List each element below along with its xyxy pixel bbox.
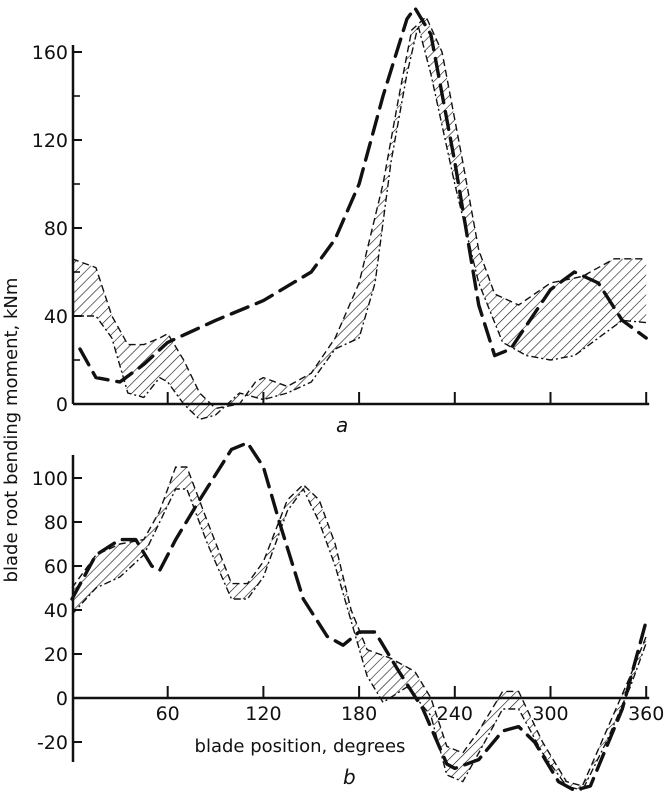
y-tick-label: 20: [44, 644, 68, 666]
y-tick-label: 80: [44, 218, 68, 240]
panel-label-a: a: [336, 413, 348, 437]
y-tick-label: 40: [44, 306, 68, 328]
y-tick-label: 40: [44, 600, 68, 622]
x-axis-label: blade position, degrees: [195, 736, 406, 757]
x-tick-label: 360: [628, 703, 664, 725]
y-axis-label: blade root bending moment, kNm: [1, 278, 22, 583]
y-tick-label: 100: [32, 468, 68, 490]
band-lower-line-b: [71, 488, 647, 792]
x-tick-label: 240: [437, 703, 473, 725]
x-tick-label: 60: [156, 703, 180, 725]
y-tick-label: 80: [44, 512, 68, 534]
y-tick-label: 0: [56, 688, 68, 710]
x-tick-label: 120: [245, 703, 281, 725]
band-upper-line-b: [71, 466, 647, 787]
y-tick-label: 0: [56, 394, 68, 416]
y-tick-label: -20: [37, 732, 68, 754]
band-lower-line-a: [72, 24, 647, 421]
band-upper-line-a: [71, 16, 647, 410]
hatched-band-b: [72, 467, 647, 791]
heavy-dashed-line-b: [70, 441, 648, 793]
panel-label-b: b: [343, 765, 356, 789]
hatched-band-a: [72, 16, 647, 420]
x-tick-label: 300: [532, 703, 568, 725]
y-tick-label: 160: [32, 42, 68, 64]
x-tick-label: 180: [341, 703, 377, 725]
y-tick-label: 120: [32, 130, 68, 152]
y-tick-label: 60: [44, 556, 68, 578]
heavy-dashed-line-a: [78, 6, 648, 384]
